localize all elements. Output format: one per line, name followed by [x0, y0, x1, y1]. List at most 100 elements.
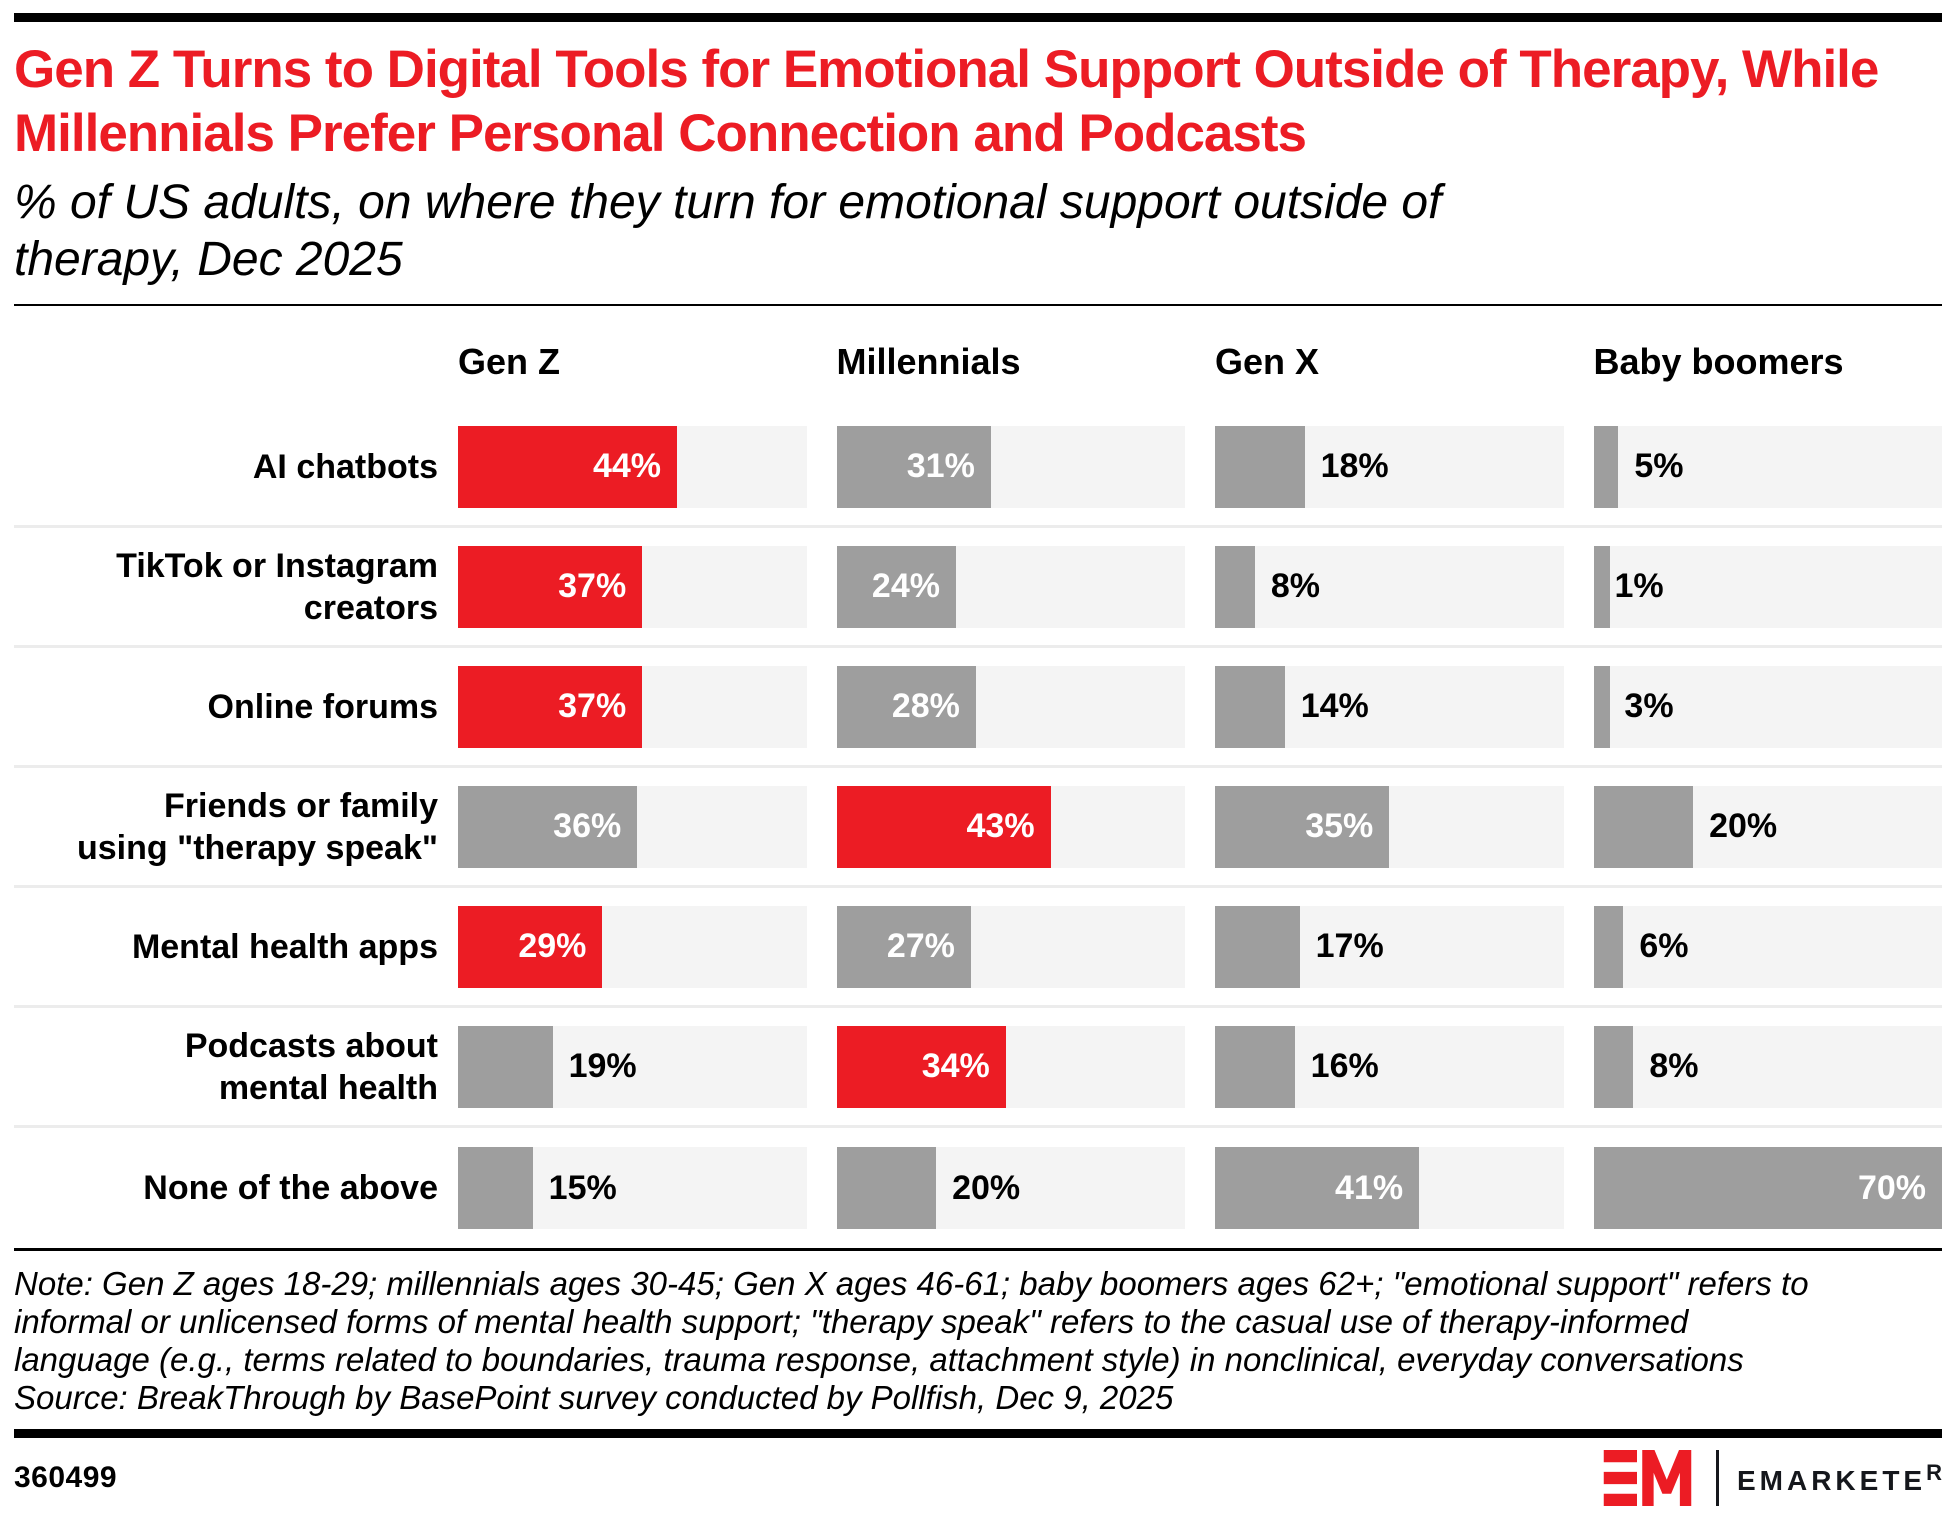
bar-fill: 41% [1215, 1147, 1420, 1229]
row-label: None of the above [143, 1169, 438, 1207]
bar-fill [1215, 545, 1255, 628]
table-row: TikTok or Instagram creators 37% 24% 8% 1% [14, 528, 1942, 648]
bar-value: 34% [921, 1047, 990, 1085]
bar-fill [1593, 665, 1610, 748]
bar-fill [1593, 1025, 1634, 1108]
bar-fill [1593, 905, 1624, 988]
bar-fill: 36% [458, 785, 638, 868]
bar-track-gen-x: 14% [1215, 665, 1564, 748]
bar-chart: Gen Z Millennials Gen X Baby boomers AI … [14, 338, 1942, 1248]
bar-fill [1215, 905, 1300, 988]
bar-value: 20% [1709, 807, 1778, 845]
bar-fill [1593, 425, 1619, 508]
subtitle-line-1: % of US adults, on where they turn for e… [14, 176, 1442, 229]
bar-track-baby-boomers: 20% [1593, 785, 1942, 868]
bar-value: 18% [1320, 447, 1389, 485]
bar-value: 37% [558, 687, 627, 725]
bar-value: 29% [518, 927, 587, 965]
table-row: Online forums 37% 28% 14% 3% [14, 648, 1942, 768]
bar-value: 17% [1315, 927, 1384, 965]
bar-value: 70% [1857, 1168, 1926, 1207]
bar-fill: 35% [1215, 785, 1390, 868]
bar-fill [836, 1147, 937, 1229]
bar-track-millennials: 24% [836, 545, 1185, 628]
subtitle-line-2: therapy, Dec 2025 [14, 233, 403, 286]
bar-track-baby-boomers: 6% [1593, 905, 1942, 988]
bar-track-gen-z: 44% [458, 425, 807, 508]
bar-track-baby-boomers: 5% [1593, 425, 1942, 508]
bar-fill: 37% [458, 545, 643, 628]
bar-value: 6% [1639, 927, 1689, 965]
column-header-millennials: Millennials [836, 341, 1021, 382]
bottom-rule-bar [14, 1429, 1942, 1438]
bar-track-baby-boomers: 3% [1593, 665, 1942, 748]
bar-track-millennials: 20% [836, 1147, 1185, 1229]
bar-track-gen-x: 16% [1215, 1025, 1564, 1108]
table-row: None of the above 15% 20% 41% 70% [14, 1128, 1942, 1248]
bar-track-gen-z: 19% [458, 1025, 807, 1108]
bar-track-gen-z: 15% [458, 1147, 807, 1229]
bar-track-millennials: 31% [836, 425, 1185, 508]
bar-value: 1% [1614, 567, 1664, 605]
emarketer-logo: EMARKETER [1600, 1450, 1942, 1506]
chart-rows: AI chatbots 44% 31% 18% 5% TikTok or Instagra… [14, 408, 1942, 1248]
bar-track-millennials: 34% [836, 1025, 1185, 1108]
footer: 360499 EMARKETER [14, 1450, 1942, 1506]
bar-value: 37% [558, 567, 627, 605]
bar-fill: 27% [836, 905, 971, 988]
bar-value: 3% [1624, 687, 1674, 725]
column-headers: Gen Z Millennials Gen X Baby boomers [14, 338, 1942, 384]
bar-fill: 31% [836, 425, 991, 508]
bar-value: 28% [891, 687, 960, 725]
bar-track-gen-x: 8% [1215, 545, 1564, 628]
header-divider-rule [14, 304, 1942, 306]
bar-value: 5% [1634, 447, 1684, 485]
bar-value: 43% [966, 807, 1035, 845]
column-header-gen-x: Gen X [1215, 341, 1320, 382]
bar-track-gen-x: 35% [1215, 785, 1564, 868]
bar-fill: 43% [836, 785, 1051, 868]
bar-value: 8% [1270, 567, 1320, 605]
row-label: Mental health apps [131, 927, 438, 966]
bar-fill: 44% [458, 425, 678, 508]
emarketer-logomark-icon [1603, 1450, 1692, 1506]
row-label: Friends or family using "therapy speak" [76, 786, 438, 867]
row-label: Podcasts about mental health [184, 1026, 438, 1107]
bar-value: 27% [886, 927, 955, 965]
bar-fill [1593, 785, 1694, 868]
bar-fill: 34% [836, 1025, 1006, 1108]
chart-notes: Note: Gen Z ages 18-29; millennials ages… [14, 1265, 1942, 1417]
bar-track-millennials: 27% [836, 905, 1185, 988]
bar-track-gen-z: 37% [458, 545, 807, 628]
note-line-1: Note: Gen Z ages 18-29; millennials ages… [14, 1265, 1809, 1302]
bar-track-baby-boomers: 1% [1593, 545, 1942, 628]
brand-name: EMARKETER [1736, 1459, 1942, 1496]
bar-value: 35% [1305, 807, 1374, 845]
bar-fill: 37% [458, 665, 643, 748]
note-line-3: language (e.g., terms related to boundar… [14, 1341, 1744, 1378]
bar-value: 14% [1300, 687, 1369, 725]
bar-track-gen-z: 29% [458, 905, 807, 988]
table-row: Podcasts about mental health 19% 34% 16% 8% [14, 1008, 1942, 1128]
page-title: Gen Z Turns to Digital Tools for Emotion… [14, 40, 1879, 163]
bar-fill [1215, 425, 1305, 508]
row-label: Online forums [207, 687, 438, 726]
column-header-baby-boomers: Baby boomers [1593, 341, 1844, 382]
bar-fill [1215, 1025, 1295, 1108]
bar-value: 41% [1335, 1168, 1404, 1207]
bar-fill [1593, 545, 1610, 628]
bar-value: 20% [952, 1168, 1021, 1207]
note-line-2: informal or unlicensed forms of mental h… [14, 1303, 1689, 1340]
row-label: AI chatbots [252, 447, 438, 486]
table-row: AI chatbots 44% 31% 18% 5% [14, 408, 1942, 528]
bar-value: 24% [871, 567, 940, 605]
bar-value: 16% [1310, 1047, 1379, 1085]
bar-fill: 28% [836, 665, 976, 748]
bar-track-gen-x: 18% [1215, 425, 1564, 508]
logo-divider [1715, 1450, 1719, 1506]
table-row: Friends or family using "therapy speak" 36… [14, 768, 1942, 888]
bar-fill: 70% [1593, 1147, 1942, 1229]
bar-value: 31% [906, 447, 975, 485]
bar-fill [1215, 665, 1285, 748]
bar-track-gen-z: 37% [458, 665, 807, 748]
